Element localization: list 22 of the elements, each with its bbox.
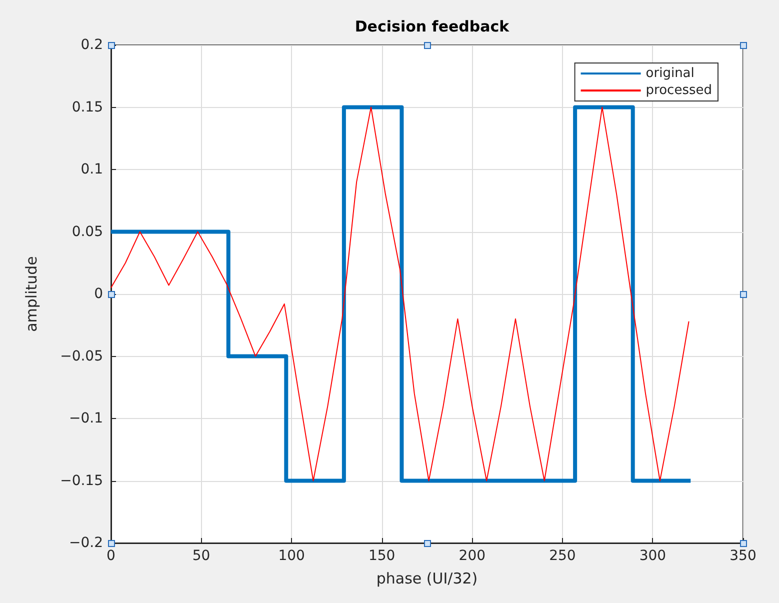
legend-label: original: [646, 66, 694, 81]
x-tick-label: 300: [639, 548, 666, 564]
y-tick-label: 0.05: [72, 224, 103, 240]
legend-label: processed: [646, 83, 712, 98]
y-tick-label: 0.2: [80, 37, 103, 53]
y-tick-label: 0.15: [72, 99, 103, 116]
x-tick-label: 350: [730, 548, 756, 564]
x-tick-label: 0: [106, 548, 116, 564]
x-tick-label: 200: [458, 548, 486, 564]
x-tick-label: 50: [192, 548, 210, 564]
x-tick-label: 250: [549, 548, 576, 564]
chart-title: Decision feedback: [354, 18, 510, 36]
x-tick-label: 100: [278, 548, 305, 564]
x-tick-label: 150: [368, 548, 396, 564]
y-tick-label: −0.15: [60, 472, 103, 489]
y-axis-title: amplitude: [22, 256, 40, 332]
y-tick-label: −0.1: [69, 410, 103, 426]
x-axis-title: phase (UI/32): [376, 570, 478, 588]
y-tick-label: 0.1: [80, 162, 103, 178]
y-tick-label: −0.2: [69, 535, 103, 551]
y-tick-label: 0: [94, 286, 103, 302]
y-tick-label: −0.05: [60, 348, 103, 364]
